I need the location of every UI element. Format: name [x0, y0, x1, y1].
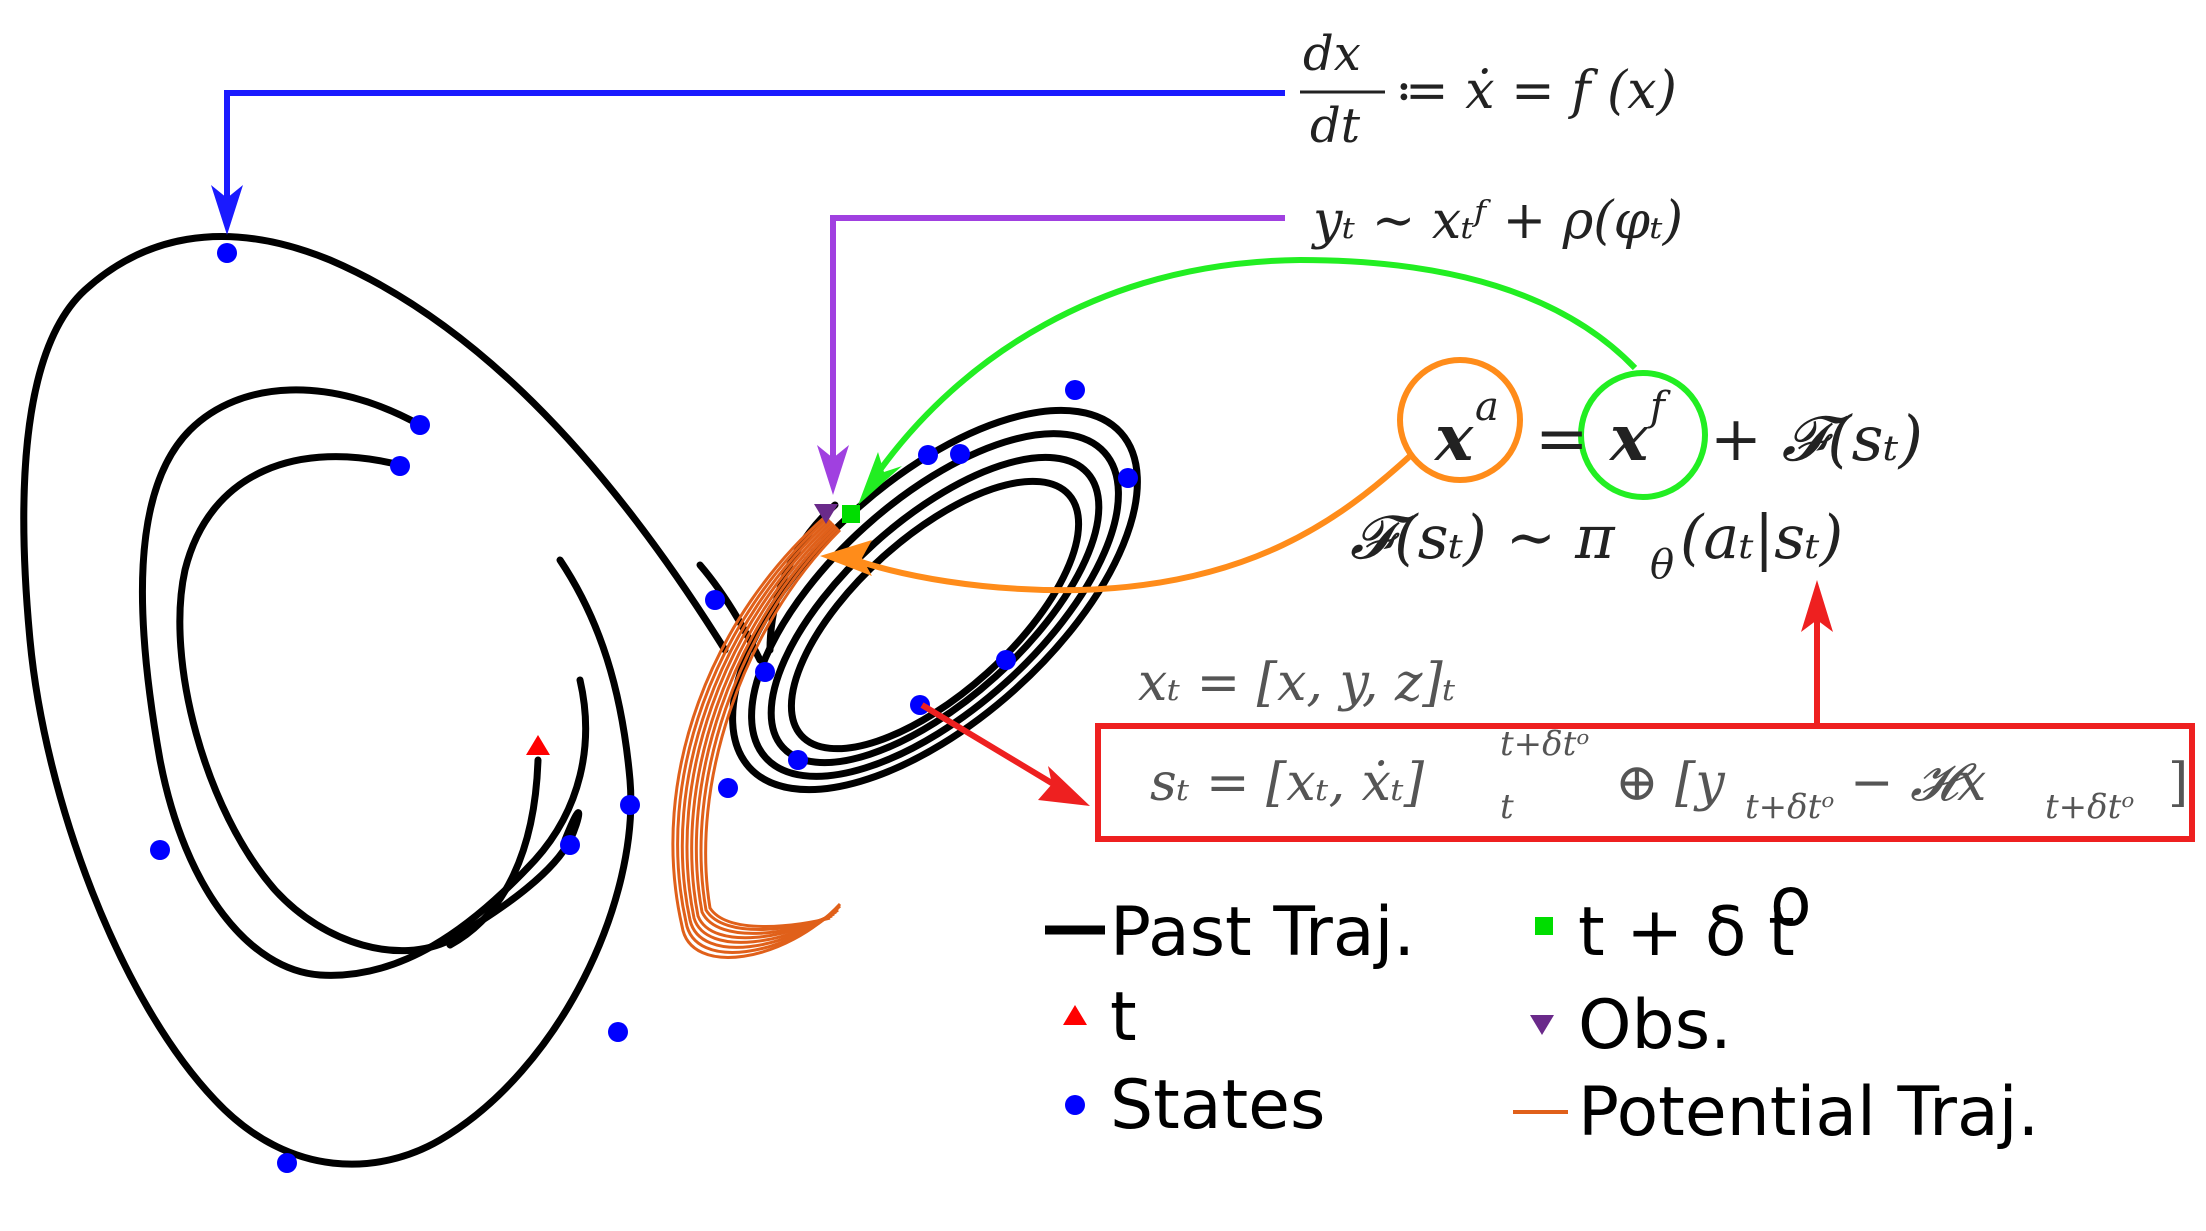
state-dot: [1118, 468, 1138, 488]
analysis-equals: =: [1535, 402, 1589, 476]
state-dot: [918, 445, 938, 465]
policy-left: 𝓕(sₜ) ∼ π: [1350, 503, 1616, 573]
analysis-arrow: [820, 357, 1523, 594]
state-dot: [410, 415, 430, 435]
t-plus-marker: [842, 505, 860, 523]
legend-t-plus-sup: o: [1770, 863, 1812, 942]
svg-text:t+δtᵒ: t+δtᵒ: [2045, 787, 2134, 827]
right-loop-2: [748, 430, 1122, 780]
left-middle-loop: [138, 386, 590, 979]
state-vector-equation: xₜ = [x, y, z]ₜ: [1138, 653, 1456, 713]
state-definition-box: [920, 580, 2195, 842]
state-dot: [277, 1153, 297, 1173]
right-loop-4: [787, 477, 1083, 753]
state-dot: [608, 1022, 628, 1042]
policy-rest: (aₜ|sₜ): [1680, 503, 1843, 573]
legend-obs-label: Obs.: [1578, 986, 1732, 1065]
analysis-xf-sup: f: [1647, 384, 1671, 430]
left-wing-trajectory: [20, 233, 764, 1168]
forecast-arrow: [858, 256, 1708, 505]
xf-highlight-circle: [1578, 370, 1708, 500]
dynamics-denominator: dt: [1310, 98, 1361, 154]
state-dot: [150, 840, 170, 860]
legend-obs-swatch: [1530, 1015, 1554, 1035]
policy-theta: θ: [1650, 542, 1674, 588]
analysis-equation: x a = x f + 𝓕(sₜ): [1433, 384, 1923, 476]
state-dot: [620, 795, 640, 815]
svg-text:sₜ = [xₜ, ẋₜ]: sₜ = [xₜ, ẋₜ]: [1150, 753, 1425, 813]
svg-text:⊕ [y: ⊕ [y: [1615, 753, 1725, 813]
analysis-rest: + 𝓕(sₜ): [1710, 402, 1923, 475]
analysis-xf: x: [1608, 401, 1649, 476]
svg-text:t: t: [1500, 787, 1514, 827]
state-points: [150, 243, 1138, 1173]
legend: Past Traj. t States t + δ t o Obs. Poten…: [1045, 863, 2039, 1152]
state-dot: [217, 243, 237, 263]
obs-marker: [814, 504, 838, 524]
observation-arrow: [817, 215, 1285, 495]
right-loop-3: [767, 453, 1103, 767]
state-dot: [788, 750, 808, 770]
state-dot: [996, 650, 1016, 670]
svg-text:− 𝓗x: − 𝓗x: [1850, 753, 1986, 813]
state-dot: [718, 778, 738, 798]
analysis-xa-sup: a: [1475, 384, 1499, 430]
svg-text:t+δtᵒ: t+δtᵒ: [1745, 787, 1834, 827]
policy-equation: 𝓕(sₜ) ∼ π θ (aₜ|sₜ): [1350, 503, 1843, 588]
legend-t-label: t: [1110, 978, 1137, 1057]
observation-equation: yₜ ∼ xₜᶠ + ρ(φₜ): [1311, 191, 1683, 251]
legend-states-swatch: [1065, 1095, 1085, 1115]
state-dot: [390, 456, 410, 476]
left-connector: [696, 561, 764, 664]
legend-potential-traj-label: Potential Traj.: [1578, 1073, 2039, 1152]
legend-t-plus-label: t + δ t: [1578, 893, 1795, 972]
t-marker: [526, 735, 550, 755]
xa-highlight-circle: [1397, 357, 1523, 483]
left-center-spiral: [446, 756, 542, 949]
dynamics-rhs: ≔ ẋ = f (x): [1395, 61, 1677, 121]
dynamics-equation: dx dt ≔ ẋ = f (x): [1300, 26, 1677, 154]
state-dot: [950, 444, 970, 464]
state-dot: [705, 590, 725, 610]
svg-text:t+δtᵒ: t+δtᵒ: [1500, 724, 1589, 764]
svg-text:]: ]: [2168, 753, 2188, 813]
state-dot: [755, 662, 775, 682]
left-outer-loop: [20, 233, 729, 1168]
right-loop-1: [729, 406, 1141, 794]
legend-past-traj-label: Past Traj.: [1110, 893, 1415, 972]
potential-trajectories: [671, 514, 842, 959]
dynamics-arrow: [211, 90, 1285, 235]
legend-t-swatch: [1063, 1005, 1087, 1025]
legend-t-plus-swatch: [1535, 917, 1553, 935]
analysis-xa: x: [1433, 401, 1474, 476]
state-definition-equation: sₜ = [xₜ, ẋₜ] t+δtᵒ t ⊕ [y t+δtᵒ − 𝓗x t+…: [1150, 724, 2188, 827]
legend-states-label: States: [1110, 1066, 1325, 1145]
dynamics-numerator: dx: [1303, 26, 1361, 82]
state-dot: [1065, 380, 1085, 400]
right-wing-trajectory: [729, 406, 1141, 794]
state-dot: [560, 835, 580, 855]
